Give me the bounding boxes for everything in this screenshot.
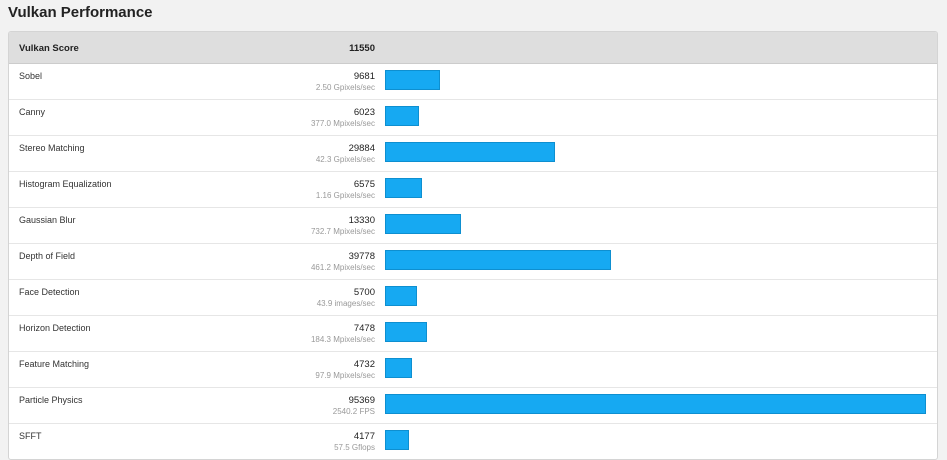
test-result: 1.16 Gpixels/sec	[315, 191, 375, 200]
test-score: 95369	[348, 395, 375, 406]
header-score: 11550	[349, 43, 375, 54]
test-result: 2.50 Gpixels/sec	[315, 83, 375, 92]
benchmark-table: Vulkan Score 11550 Sobel 9681 2.50 Gpixe…	[8, 31, 938, 460]
score-bar	[385, 250, 611, 270]
test-name: Depth of Field	[19, 251, 76, 261]
table-row: Gaussian Blur 13330 732.7 Mpixels/sec	[9, 208, 937, 244]
score-bar	[385, 430, 409, 450]
score-bar	[385, 358, 412, 378]
test-score: 4177	[353, 431, 375, 442]
test-name: Histogram Equalization	[19, 179, 112, 189]
score-bar	[385, 70, 440, 90]
score-bar	[385, 322, 428, 342]
test-result: 2540.2 FPS	[332, 407, 375, 416]
test-result: 42.3 Gpixels/sec	[315, 155, 375, 164]
score-bar	[385, 106, 420, 126]
test-score: 6023	[353, 107, 375, 118]
test-result: 43.9 images/sec	[316, 299, 375, 308]
table-row: Stereo Matching 29884 42.3 Gpixels/sec	[9, 136, 937, 172]
test-result: 97.9 Mpixels/sec	[315, 371, 375, 380]
test-name: Feature Matching	[19, 359, 90, 369]
header-label: Vulkan Score	[19, 43, 79, 54]
test-result: 461.2 Mpixels/sec	[310, 263, 375, 272]
table-row: Depth of Field 39778 461.2 Mpixels/sec	[9, 244, 937, 280]
table-row: Sobel 9681 2.50 Gpixels/sec	[9, 64, 937, 100]
table-row: Histogram Equalization 6575 1.16 Gpixels…	[9, 172, 937, 208]
test-result: 184.3 Mpixels/sec	[310, 335, 375, 344]
test-name: Horizon Detection	[19, 323, 91, 333]
table-row: SFFT 4177 57.5 Gflops	[9, 424, 937, 459]
table-row: Particle Physics 95369 2540.2 FPS	[9, 388, 937, 424]
test-name: SFFT	[19, 431, 42, 441]
table-header: Vulkan Score 11550	[9, 32, 937, 64]
test-name: Sobel	[19, 71, 43, 81]
table-row: Horizon Detection 7478 184.3 Mpixels/sec	[9, 316, 937, 352]
test-score: 29884	[348, 143, 375, 154]
test-score: 6575	[353, 179, 375, 190]
test-score: 9681	[353, 71, 375, 82]
score-bar	[385, 214, 461, 234]
score-bar	[385, 142, 555, 162]
test-score: 39778	[348, 251, 375, 262]
score-bar	[385, 286, 418, 306]
test-name: Face Detection	[19, 287, 80, 297]
test-name: Particle Physics	[19, 395, 83, 405]
score-bar	[385, 394, 926, 414]
test-name: Canny	[19, 107, 46, 117]
test-result: 732.7 Mpixels/sec	[310, 227, 375, 236]
test-result: 57.5 Gflops	[334, 443, 375, 452]
score-bar	[385, 178, 423, 198]
page-title: Vulkan Performance	[8, 4, 153, 21]
table-row: Feature Matching 4732 97.9 Mpixels/sec	[9, 352, 937, 388]
test-name: Stereo Matching	[19, 143, 85, 153]
table-row: Canny 6023 377.0 Mpixels/sec	[9, 100, 937, 136]
test-score: 7478	[353, 323, 375, 334]
test-score: 4732	[353, 359, 375, 370]
test-score: 5700	[353, 287, 375, 298]
test-result: 377.0 Mpixels/sec	[310, 119, 375, 128]
table-row: Face Detection 5700 43.9 images/sec	[9, 280, 937, 316]
test-score: 13330	[348, 215, 375, 226]
test-name: Gaussian Blur	[19, 215, 76, 225]
